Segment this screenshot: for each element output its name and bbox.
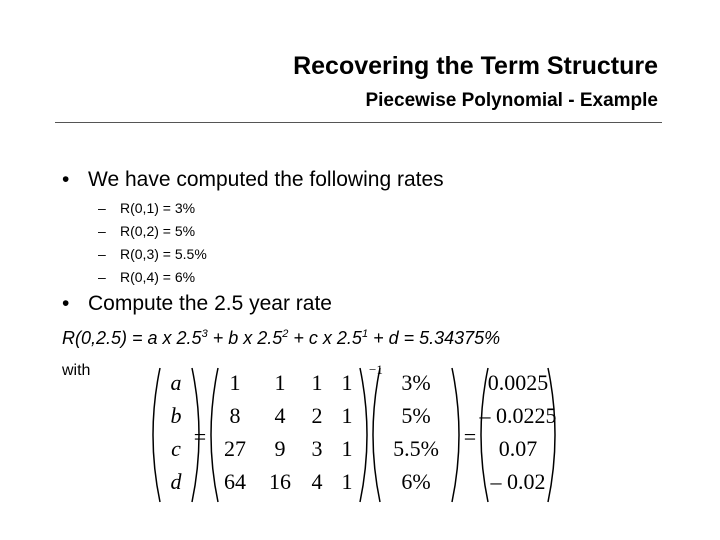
matrix-cell: 2 xyxy=(312,403,323,428)
bullet-computed-rates: • We have computed the following rates xyxy=(62,168,444,192)
matrix-equation: a b c d = 1 1 1 1 8 4 2 1 27 9 3 1 64 16… xyxy=(152,362,557,503)
result-cell: 0.07 xyxy=(499,436,538,461)
var-cell: b xyxy=(171,403,182,428)
rhs-cell: 5% xyxy=(401,403,430,428)
rhs-cell: 6% xyxy=(401,469,430,494)
slide-subtitle: Piecewise Polynomial - Example xyxy=(365,90,658,111)
bracket-right-result xyxy=(547,367,556,503)
matrix-cell: 1 xyxy=(342,403,353,428)
bracket-right-rhs xyxy=(451,367,460,503)
matrix-cell: 27 xyxy=(224,436,246,461)
bullet-compute-rate: • Compute the 2.5 year rate xyxy=(62,292,332,316)
result-cell: – 0.02 xyxy=(490,469,546,494)
matrix-cell: 1 xyxy=(342,436,353,461)
dash-icon: – xyxy=(98,200,106,216)
bullet-dot-icon: • xyxy=(62,292,70,315)
dash-icon: – xyxy=(98,246,106,262)
list-item: – R(0,1) = 3% xyxy=(98,200,196,216)
bracket-left-result xyxy=(480,367,489,503)
dash-icon: – xyxy=(98,223,106,239)
bracket-right-matrix xyxy=(359,367,368,503)
dash-icon: – xyxy=(98,269,106,285)
matrix-cell: 1 xyxy=(342,370,353,395)
rhs-cell: 3% xyxy=(401,370,430,395)
bracket-left-matrix xyxy=(210,367,219,503)
bracket-left-rhs xyxy=(372,367,381,503)
rates-list: – R(0,1) = 3% – R(0,2) = 5% – R(0,3) = 5.5%… xyxy=(98,200,207,292)
rhs-cell: 5.5% xyxy=(393,436,439,461)
matrix-cell: 1 xyxy=(230,370,241,395)
inverse-exponent: −1 xyxy=(369,362,383,377)
matrix-cell: 4 xyxy=(312,469,323,494)
matrix-cell: 1 xyxy=(312,370,323,395)
var-cell: a xyxy=(171,370,182,395)
bullet-text: Compute the 2.5 year rate xyxy=(88,292,332,315)
bullet-text: We have computed the following rates xyxy=(88,168,444,191)
list-item: – R(0,4) = 6% xyxy=(98,269,196,285)
with-label: with xyxy=(62,362,91,379)
result-cell: 0.0025 xyxy=(488,370,549,395)
equals-sign: = xyxy=(194,424,206,449)
slide-title: Recovering the Term Structure xyxy=(293,52,658,80)
bullet-dot-icon: • xyxy=(62,168,70,191)
matrix-cell: 8 xyxy=(230,403,241,428)
matrix-cell: 4 xyxy=(275,403,286,428)
bracket-left-vars xyxy=(152,367,161,503)
matrix-cell: 9 xyxy=(275,436,286,461)
result-cell: – 0.0225 xyxy=(479,403,557,428)
list-item: – R(0,2) = 5% xyxy=(98,223,196,239)
rate-formula: R(0,2.5) = a x 2.53 + b x 2.52 + c x 2.5… xyxy=(62,328,501,348)
var-cell: d xyxy=(171,469,183,494)
title-divider xyxy=(55,122,662,123)
matrix-cell: 16 xyxy=(269,469,291,494)
matrix-cell: 1 xyxy=(342,469,353,494)
list-item: – R(0,3) = 5.5% xyxy=(98,246,207,262)
var-cell: c xyxy=(171,436,181,461)
matrix-cell: 64 xyxy=(224,469,246,494)
bracket-right-vars xyxy=(191,367,200,503)
matrix-cell: 3 xyxy=(312,436,323,461)
equals-sign: = xyxy=(464,424,476,449)
matrix-cell: 1 xyxy=(275,370,286,395)
